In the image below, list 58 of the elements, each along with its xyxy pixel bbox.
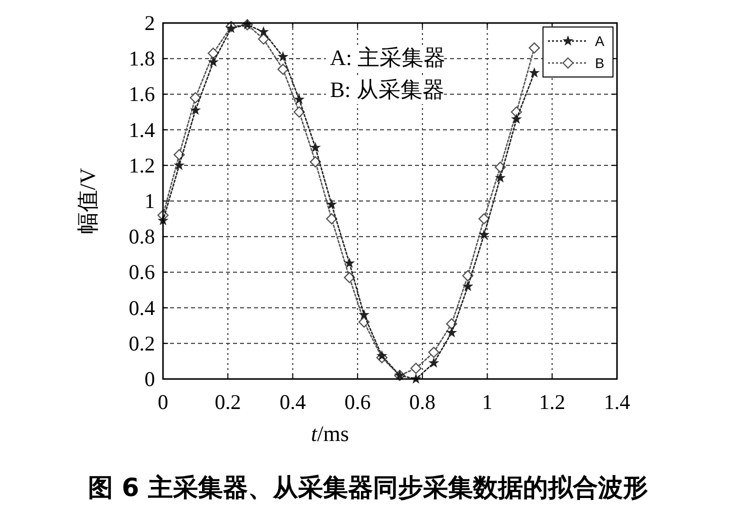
y-tick-label: 1 <box>144 189 155 213</box>
point <box>410 362 422 374</box>
y-axis-title: 幅值/V <box>75 168 100 234</box>
x-axis-title: t/ms <box>311 421 349 446</box>
point <box>530 68 539 77</box>
point <box>174 160 184 170</box>
point <box>463 282 473 290</box>
y-tick-label: 1.8 <box>128 46 155 71</box>
point <box>377 350 387 360</box>
x-tick-label: 1.2 <box>539 390 566 414</box>
y-tick-label: 0.8 <box>128 224 155 249</box>
point <box>462 270 474 282</box>
x-tick-label: 1.4 <box>604 390 631 414</box>
point <box>226 23 236 32</box>
x-tick-label: 0.8 <box>409 390 436 414</box>
y-tick-label: 0.4 <box>128 296 156 320</box>
point <box>446 318 458 330</box>
point <box>258 33 270 45</box>
point <box>528 42 540 54</box>
point <box>278 52 288 61</box>
point <box>310 142 320 152</box>
y-tick-label: 2 <box>144 11 155 35</box>
y-tick-label: 1.2 <box>128 153 155 178</box>
point <box>294 106 305 118</box>
y-tick-label: 0.2 <box>128 331 155 356</box>
point <box>208 48 219 59</box>
point <box>479 230 489 239</box>
point <box>428 346 440 358</box>
x-tick-label: 0.6 <box>344 390 371 414</box>
point <box>496 172 505 182</box>
point <box>294 94 304 104</box>
point <box>512 114 522 124</box>
point <box>258 27 268 36</box>
legend-label: B <box>595 55 604 71</box>
point <box>344 272 356 284</box>
point <box>277 64 289 75</box>
text: 图 6 主采集器、从采集器同步采集数据的拟合波形 <box>88 473 648 502</box>
point <box>190 105 200 114</box>
point <box>326 200 336 209</box>
legend-label: A <box>595 33 605 49</box>
point <box>310 156 322 168</box>
point <box>359 310 369 319</box>
y-tick-label: 0 <box>144 367 155 391</box>
x-tick-label: 0.2 <box>214 390 241 414</box>
y-tick-label: 1.6 <box>128 82 155 106</box>
point <box>326 213 338 224</box>
point <box>429 358 438 368</box>
x-tick-label: 0.4 <box>280 390 306 414</box>
point <box>190 92 202 104</box>
y-tick-label: 1.4 <box>128 118 156 142</box>
point <box>344 258 354 268</box>
point <box>446 328 456 337</box>
annotation: B: 从采集器 <box>330 77 444 102</box>
point <box>478 213 490 224</box>
point <box>208 57 218 66</box>
x-tick-label: 1 <box>482 390 493 414</box>
annotation: A: 主采集器 <box>330 45 446 70</box>
y-tick-label: 0.6 <box>128 260 155 284</box>
